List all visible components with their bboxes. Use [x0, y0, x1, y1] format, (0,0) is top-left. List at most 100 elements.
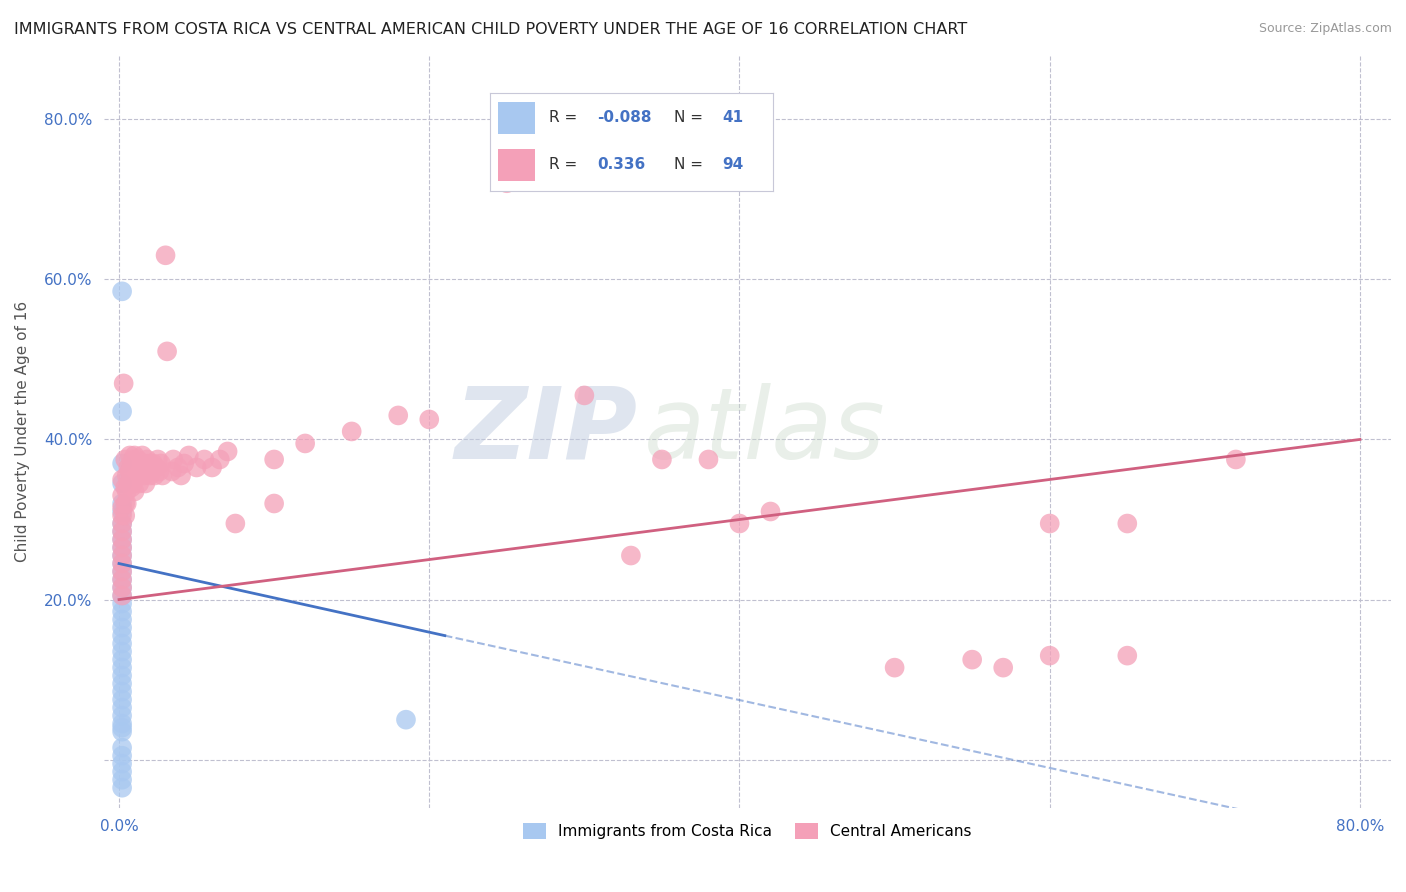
Point	[651, 452, 673, 467]
Point	[111, 457, 134, 471]
Point	[111, 557, 134, 571]
Point	[111, 660, 134, 674]
Point	[155, 248, 177, 262]
Point	[111, 285, 134, 299]
Point	[120, 468, 142, 483]
Point	[1225, 452, 1247, 467]
Point	[111, 780, 134, 795]
Point	[111, 476, 134, 491]
Point	[122, 452, 145, 467]
Point	[124, 484, 146, 499]
Point	[728, 516, 751, 531]
Point	[111, 549, 134, 563]
Point	[167, 460, 190, 475]
Legend: Immigrants from Costa Rica, Central Americans: Immigrants from Costa Rica, Central Amer…	[517, 817, 977, 846]
Point	[177, 449, 200, 463]
Point	[111, 581, 134, 595]
Point	[294, 436, 316, 450]
Point	[111, 500, 134, 515]
Point	[1116, 516, 1139, 531]
Point	[141, 465, 163, 479]
Point	[387, 409, 409, 423]
Point	[111, 756, 134, 771]
Point	[127, 465, 149, 479]
Point	[111, 676, 134, 690]
Point	[1039, 516, 1062, 531]
Point	[883, 660, 905, 674]
Point	[111, 504, 134, 518]
Point	[111, 541, 134, 555]
Point	[697, 452, 720, 467]
Point	[111, 724, 134, 739]
Point	[111, 565, 134, 579]
Text: ZIP: ZIP	[454, 383, 638, 480]
Point	[201, 460, 224, 475]
Point	[134, 465, 156, 479]
Point	[170, 468, 193, 483]
Point	[111, 748, 134, 763]
Point	[117, 460, 139, 475]
Point	[1039, 648, 1062, 663]
Point	[759, 504, 782, 518]
Point	[1116, 648, 1139, 663]
Point	[111, 404, 134, 418]
Point	[148, 465, 170, 479]
Point	[340, 425, 363, 439]
Point	[111, 708, 134, 723]
Point	[111, 524, 134, 539]
Point	[131, 465, 153, 479]
Y-axis label: Child Poverty Under the Age of 16: Child Poverty Under the Age of 16	[15, 301, 30, 562]
Point	[152, 468, 174, 483]
Point	[111, 573, 134, 587]
Point	[111, 508, 134, 523]
Point	[960, 652, 983, 666]
Point	[111, 740, 134, 755]
Point	[128, 468, 150, 483]
Point	[111, 613, 134, 627]
Point	[111, 716, 134, 731]
Point	[125, 457, 148, 471]
Point	[132, 457, 155, 471]
Point	[993, 660, 1015, 674]
Point	[139, 457, 162, 471]
Point	[111, 541, 134, 555]
Point	[111, 516, 134, 531]
Point	[111, 700, 134, 714]
Point	[118, 465, 141, 479]
Point	[115, 468, 138, 483]
Point	[111, 637, 134, 651]
Point	[111, 496, 134, 510]
Point	[111, 721, 134, 735]
Point	[111, 589, 134, 603]
Point	[111, 621, 134, 635]
Point	[114, 452, 136, 467]
Point	[124, 460, 146, 475]
Point	[134, 476, 156, 491]
Point	[149, 457, 172, 471]
Point	[138, 460, 160, 475]
Point	[128, 476, 150, 491]
Point	[111, 597, 134, 611]
Point	[263, 452, 285, 467]
Point	[139, 468, 162, 483]
Point	[117, 476, 139, 491]
Point	[142, 457, 165, 471]
Point	[160, 465, 183, 479]
Point	[111, 692, 134, 706]
Point	[173, 457, 195, 471]
Point	[111, 488, 134, 502]
Point	[143, 468, 166, 483]
Point	[122, 465, 145, 479]
Point	[111, 764, 134, 779]
Point	[145, 460, 167, 475]
Point	[114, 481, 136, 495]
Point	[111, 473, 134, 487]
Point	[111, 605, 134, 619]
Point	[111, 581, 134, 595]
Text: atlas: atlas	[644, 383, 886, 480]
Point	[124, 449, 146, 463]
Point	[112, 376, 135, 391]
Point	[193, 452, 215, 467]
Point	[395, 713, 418, 727]
Point	[124, 473, 146, 487]
